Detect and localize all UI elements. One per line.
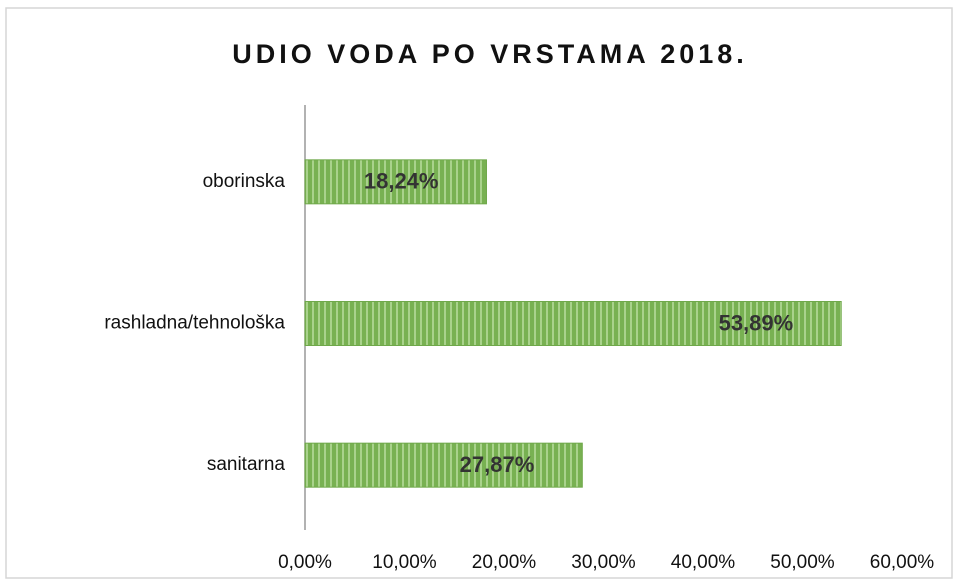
x-tick-label: 10,00% [372, 552, 437, 573]
chart-frame [5, 7, 953, 579]
x-tick-label: 30,00% [571, 552, 636, 573]
chart-title: UDIO VODA PO VRSTAMA 2018. [232, 39, 748, 69]
bar [304, 301, 842, 346]
x-tick-label: 40,00% [671, 552, 736, 573]
x-tick-label: 20,00% [472, 552, 537, 573]
x-tick-label: 60,00% [870, 552, 935, 573]
bar [304, 159, 487, 205]
x-tick-label: 50,00% [770, 552, 835, 573]
y-tick-label: rashladna/tehnološka [104, 313, 285, 334]
y-tick-label: sanitarna [207, 454, 286, 475]
x-tick-label: 0,00% [278, 552, 332, 573]
data-label: 27,87% [460, 452, 535, 477]
bar [304, 442, 583, 488]
y-tick-label: oborinska [203, 171, 286, 192]
data-label: 18,24% [364, 169, 439, 194]
data-label: 53,89% [719, 310, 794, 335]
